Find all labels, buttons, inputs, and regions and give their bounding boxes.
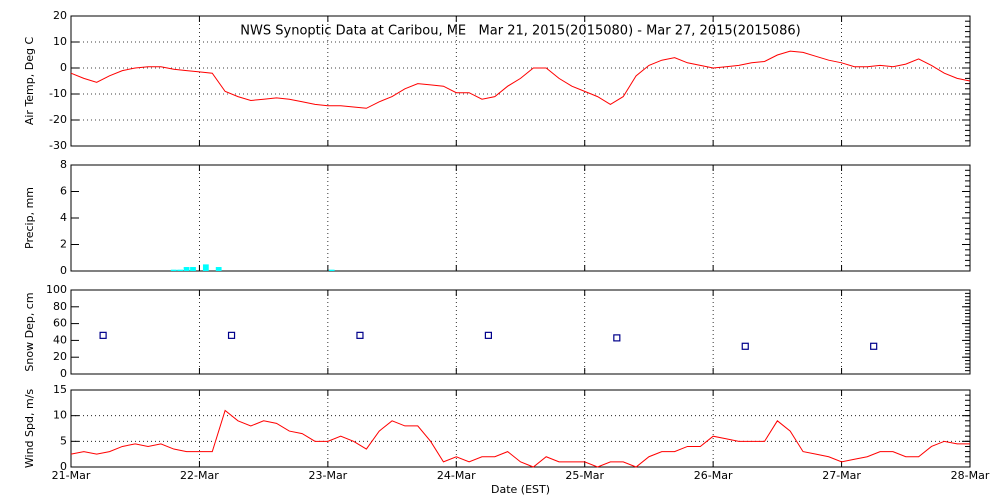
plot-frame	[70, 389, 971, 468]
marker	[99, 331, 107, 339]
data-line	[70, 409, 970, 468]
y-tick-label: 100	[46, 283, 67, 296]
y-tick-label: -20	[49, 113, 67, 126]
y-tick-label: 0	[60, 61, 67, 74]
y-tick-label: 20	[53, 9, 67, 22]
x-tick-label: 27-Mar	[822, 469, 861, 482]
x-tick-label: 28-Mar	[951, 469, 990, 482]
y-tick-label: 4	[60, 211, 67, 224]
marker	[870, 342, 878, 350]
bar	[177, 269, 184, 271]
x-tick-label: 21-Mar	[52, 469, 91, 482]
marker	[741, 342, 749, 350]
y-tick-label: 6	[60, 185, 67, 198]
marker	[356, 331, 364, 339]
chart-title: NWS Synoptic Data at Caribou, ME Mar 21,…	[240, 24, 800, 39]
y-tick-label: 8	[60, 158, 67, 171]
marker	[613, 334, 621, 342]
bar	[215, 267, 222, 271]
y-axis-label: Snow Dep, cm	[23, 292, 36, 371]
y-tick-label: 20	[53, 350, 67, 363]
y-tick-label: 0	[60, 460, 67, 473]
y-tick-label: 10	[53, 409, 67, 422]
y-tick-label: 60	[53, 317, 67, 330]
plot-frame	[70, 289, 971, 375]
y-axis-label: Air Temp, Deg C	[23, 37, 36, 126]
marker	[227, 331, 236, 339]
y-tick-label: 10	[53, 35, 67, 48]
bar	[190, 267, 196, 271]
y-tick-label: 5	[60, 434, 67, 447]
y-tick-label: 0	[60, 367, 67, 380]
y-tick-label: 40	[53, 333, 67, 346]
x-tick-label: 25-Mar	[565, 469, 604, 482]
y-tick-label: 2	[60, 238, 67, 251]
bar	[202, 264, 209, 271]
bar	[183, 267, 190, 271]
x-axis-label: Date (EST)	[491, 483, 550, 496]
data-line	[70, 50, 971, 109]
marker	[484, 331, 492, 339]
y-tick-label: 0	[60, 264, 67, 277]
x-tick-label: 22-Mar	[180, 469, 219, 482]
y-tick-label: -10	[49, 87, 67, 100]
y-axis-label: Wind Spd, m/s	[23, 389, 36, 469]
y-tick-label: 80	[53, 300, 67, 313]
bar	[328, 269, 335, 271]
x-tick-label: 26-Mar	[694, 469, 733, 482]
bar	[170, 269, 177, 271]
y-tick-label: 15	[53, 383, 67, 396]
y-axis-label: Precip, mm	[23, 187, 36, 249]
x-tick-label: 24-Mar	[437, 469, 476, 482]
x-tick-label: 23-Mar	[308, 469, 347, 482]
y-tick-label: -30	[49, 139, 67, 152]
